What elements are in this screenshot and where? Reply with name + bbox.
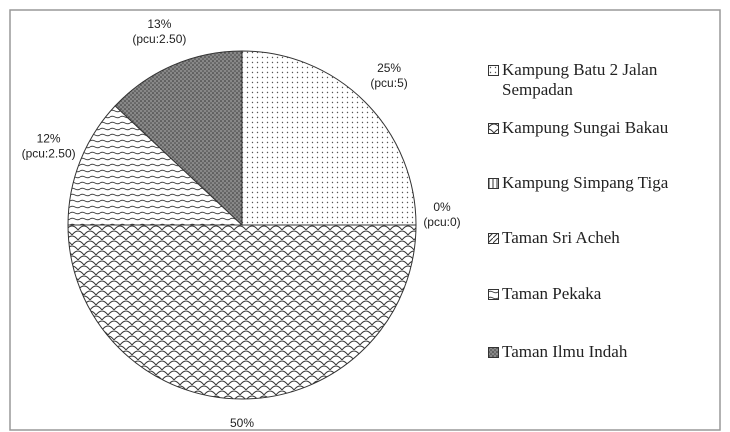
legend-swatch-box: [488, 233, 499, 244]
legend-label: Kampung Simpang Tiga: [502, 173, 669, 192]
pie-slice: [67, 224, 417, 400]
data-label: 0%: [433, 200, 451, 214]
data-label: (pcu:2.50): [22, 146, 76, 160]
legend-swatch: [488, 123, 499, 134]
legend-swatch-box: [488, 347, 499, 358]
legend-swatch-box: [488, 65, 499, 76]
legend-item: Kampung Simpang Tiga: [488, 173, 730, 193]
legend-swatch-box: [488, 289, 499, 300]
legend-item: Taman Sri Acheh: [488, 228, 730, 248]
legend-swatch: [488, 233, 499, 244]
legend-swatch: [488, 65, 499, 76]
pie-slice: [67, 105, 244, 226]
legend-swatch-box: [488, 178, 499, 189]
data-label: (pcu:5): [370, 76, 407, 90]
data-label: 25%: [377, 61, 401, 75]
legend-item: Kampung Sungai Bakau: [488, 118, 730, 138]
legend-label: Taman Ilmu Indah: [502, 342, 628, 361]
legend-swatch: [488, 178, 499, 189]
legend-label: Taman Sri Acheh: [502, 228, 620, 247]
legend-item: Taman Ilmu Indah: [488, 342, 730, 362]
data-label: 12%: [37, 131, 61, 145]
legend-swatch: [488, 347, 499, 358]
pie-slice: [241, 50, 417, 226]
data-label: (pcu:0): [423, 215, 460, 229]
data-label: (pcu:2.50): [132, 32, 186, 46]
legend-item: Taman Pekaka: [488, 284, 730, 304]
data-label: 50%: [230, 416, 254, 430]
legend-label: Kampung Sungai Bakau: [502, 118, 669, 137]
legend-item: Kampung Batu 2 Jalan Sempadan: [488, 60, 662, 100]
pie-slice: [114, 50, 243, 227]
legend-swatch: [488, 289, 499, 300]
data-label: 13%: [147, 17, 171, 31]
legend-swatch-box: [488, 123, 499, 134]
legend-label: Taman Pekaka: [502, 284, 602, 303]
legend-label: Kampung Batu 2 Jalan Sempadan: [502, 60, 658, 99]
frame: [9, 9, 721, 431]
